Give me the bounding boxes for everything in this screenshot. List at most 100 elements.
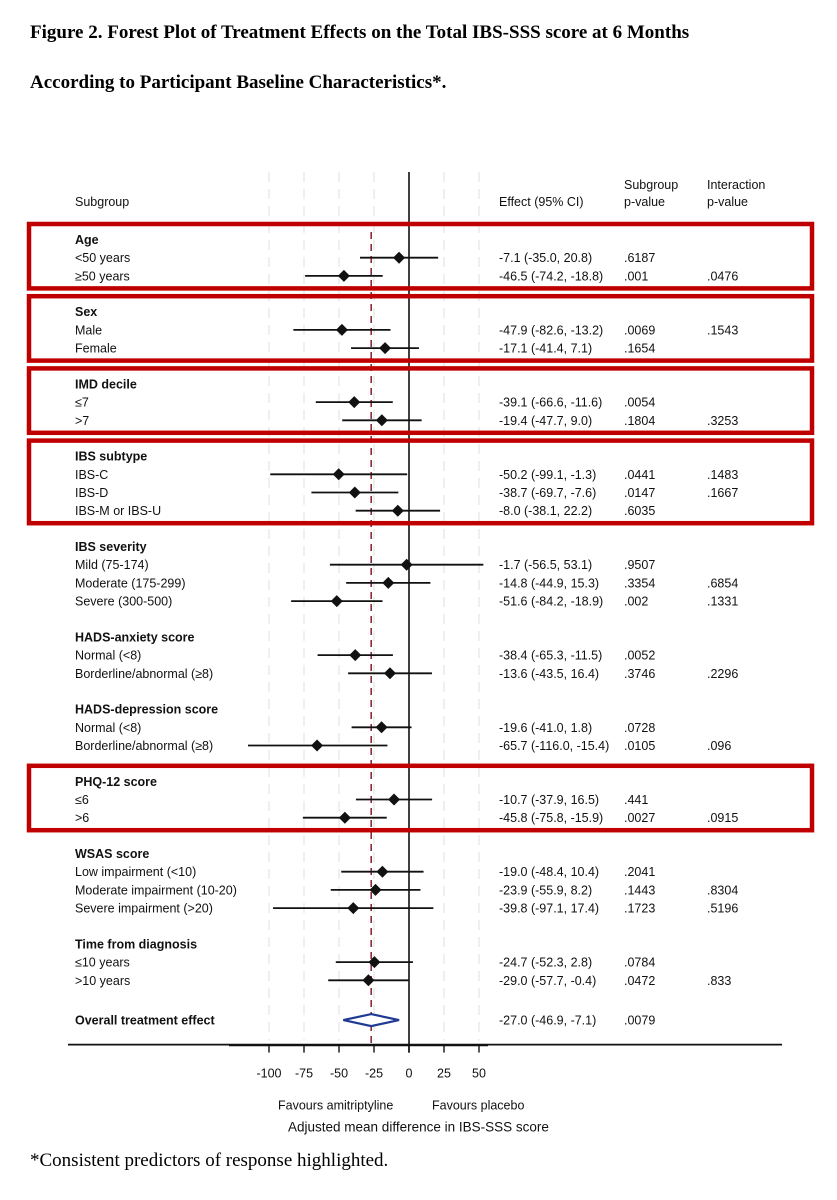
point-estimate-marker (376, 865, 389, 878)
group-label: HADS-depression score (75, 703, 218, 717)
subgroup-p-value: .6035 (624, 504, 655, 518)
point-estimate-marker (400, 558, 413, 571)
x-tick-label: -100 (256, 1067, 281, 1081)
x-tick-label: -25 (365, 1067, 383, 1081)
effect-ci-text: -46.5 (-74.2, -18.8) (499, 269, 603, 283)
interaction-p-value: .0915 (707, 811, 738, 825)
overall-effect-ci-text: -27.0 (-46.9, -7.1) (499, 1014, 596, 1028)
effect-ci-text: -13.6 (-43.5, 16.4) (499, 667, 599, 681)
subgroup-p-value: .0052 (624, 649, 655, 663)
col-header-interaction-p-line1: Interaction (707, 178, 765, 192)
group-label: Sex (75, 305, 97, 319)
effect-ci-text: -14.8 (-44.9, 15.3) (499, 576, 599, 590)
row-label: Female (75, 342, 117, 356)
row-label: >7 (75, 414, 89, 428)
subgroup-p-value: .0027 (624, 811, 655, 825)
point-estimate-marker (335, 323, 348, 336)
subgroup-p-value: .6187 (624, 251, 655, 265)
point-estimate-marker (388, 793, 401, 806)
effect-ci-text: -51.6 (-84.2, -18.9) (499, 595, 603, 609)
x-tick-label: -75 (295, 1067, 313, 1081)
group-label: IBS severity (75, 540, 147, 554)
highlight-box (26, 763, 815, 833)
subgroup-p-value: .002 (624, 595, 648, 609)
row-label: Borderline/abnormal (≥8) (75, 667, 213, 681)
interaction-p-value: .6854 (707, 576, 738, 590)
point-estimate-marker (311, 739, 324, 752)
col-header-subgroup-p-line2: p-value (624, 195, 665, 209)
subgroup-p-value: .0472 (624, 974, 655, 988)
interaction-p-value: .1667 (707, 486, 738, 500)
subgroup-p-value: .0069 (624, 323, 655, 337)
point-estimate-marker (375, 414, 388, 427)
group-label: IBS subtype (75, 450, 147, 464)
effect-ci-text: -10.7 (-37.9, 16.5) (499, 793, 599, 807)
row-label: IBS-D (75, 486, 108, 500)
point-estimate-marker (368, 956, 381, 969)
row-label: Moderate impairment (10-20) (75, 883, 237, 897)
effect-ci-text: -38.4 (-65.3, -11.5) (499, 649, 602, 663)
favours-left-label: Favours amitriptyline (278, 1099, 393, 1113)
effect-ci-text: -39.1 (-66.6, -11.6) (499, 396, 602, 410)
x-tick-label: -50 (330, 1067, 348, 1081)
subgroup-p-value: .001 (624, 269, 648, 283)
effect-ci-text: -8.0 (-38.1, 22.2) (499, 504, 592, 518)
x-tick-label: 0 (406, 1067, 413, 1081)
interaction-p-value: .833 (707, 974, 731, 988)
effect-ci-text: -7.1 (-35.0, 20.8) (499, 251, 592, 265)
point-estimate-marker (337, 269, 350, 282)
point-estimate-marker (383, 667, 396, 680)
interaction-p-value: .1483 (707, 468, 738, 482)
point-estimate-marker (349, 649, 362, 662)
highlight-box (26, 366, 815, 436)
group-label: Age (75, 233, 99, 247)
row-label: >10 years (75, 974, 130, 988)
point-estimate-marker (338, 811, 351, 824)
group-label: HADS-anxiety score (75, 630, 195, 644)
overall-p-value: .0079 (624, 1014, 655, 1028)
point-estimate-marker (348, 486, 361, 499)
x-axis-title: Adjusted mean difference in IBS-SSS scor… (288, 1120, 549, 1135)
effect-ci-text: -45.8 (-75.8, -15.9) (499, 811, 603, 825)
effect-ci-text: -65.7 (-116.0, -15.4) (499, 739, 609, 753)
effect-ci-text: -1.7 (-56.5, 53.1) (499, 558, 592, 572)
effect-ci-text: -50.2 (-99.1, -1.3) (499, 468, 596, 482)
row-label: Mild (75-174) (75, 558, 149, 572)
overall-diamond (343, 1012, 400, 1028)
group-label: Time from diagnosis (75, 937, 197, 951)
figure-title-line-1: Figure 2. Forest Plot of Treatment Effec… (30, 22, 690, 43)
subgroup-p-value: .1443 (624, 883, 655, 897)
effect-ci-text: -19.4 (-47.7, 9.0) (499, 414, 592, 428)
row-label: Severe impairment (>20) (75, 902, 213, 916)
interaction-p-value: .096 (707, 739, 731, 753)
subgroup-p-value: .2041 (624, 865, 655, 879)
point-estimate-marker (375, 721, 388, 734)
interaction-p-value: .2296 (707, 667, 738, 681)
subgroup-p-value: .0728 (624, 721, 655, 735)
highlight-box (26, 438, 815, 526)
subgroup-p-value: .1723 (624, 902, 655, 916)
point-estimate-marker (330, 595, 343, 608)
row-label: Moderate (175-299) (75, 576, 185, 590)
effect-ci-text: -24.7 (-52.3, 2.8) (499, 956, 592, 970)
effect-ci-text: -39.8 (-97.1, 17.4) (499, 902, 599, 916)
row-label: <50 years (75, 251, 130, 265)
row-label: >6 (75, 811, 89, 825)
row-label: Severe (300-500) (75, 595, 172, 609)
effect-ci-text: -38.7 (-69.7, -7.6) (499, 486, 596, 500)
point-estimate-marker (332, 468, 345, 481)
subgroup-p-value: .0784 (624, 956, 655, 970)
point-estimate-marker (393, 251, 406, 264)
subgroup-p-value: .0147 (624, 486, 655, 500)
highlight-box (26, 221, 815, 291)
row-label: Low impairment (<10) (75, 865, 196, 879)
row-label: ≤10 years (75, 956, 130, 970)
point-estimate-marker (347, 902, 360, 915)
highlight-box (26, 293, 815, 363)
x-tick-label: 25 (437, 1067, 451, 1081)
col-header-effect: Effect (95% CI) (499, 195, 584, 209)
row-label: Male (75, 323, 102, 337)
interaction-p-value: .0476 (707, 269, 738, 283)
effect-ci-text: -19.0 (-48.4, 10.4) (499, 865, 599, 879)
